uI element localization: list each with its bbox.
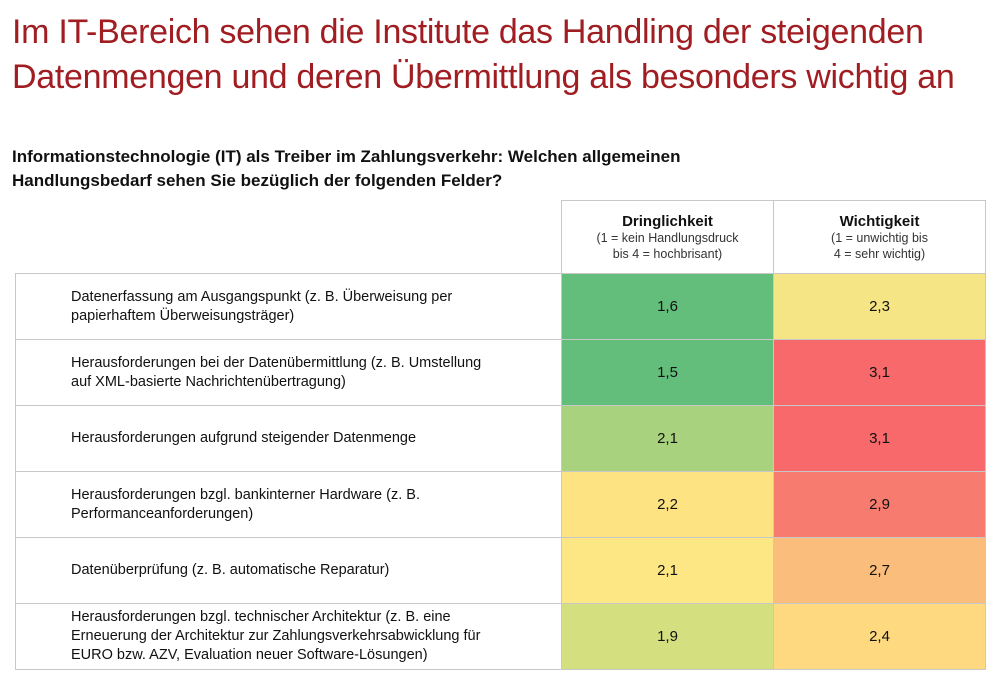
question-line: Handlungsbedarf sehen Sie bezüglich der … [12, 171, 503, 190]
dringlichkeit-value: 2,2 [561, 471, 774, 538]
question-line: Informationstechnologie (IT) als Treiber… [12, 147, 681, 166]
wichtigkeit-value: 2,9 [773, 471, 986, 538]
table-row: Herausforderungen bzgl. technischer Arch… [15, 603, 986, 670]
row-label-line: Erneuerung der Architektur zur Zahlungsv… [71, 628, 481, 644]
wichtigkeit-value: 2,3 [773, 273, 986, 340]
row-label: Herausforderungen bzgl. bankinterner Har… [15, 471, 562, 538]
row-label: Datenerfassung am Ausgangspunkt (z. B. Ü… [15, 273, 562, 340]
row-label-line: Herausforderungen bzgl. technischer Arch… [71, 609, 451, 625]
wichtigkeit-value: 3,1 [773, 405, 986, 472]
row-label-line: Herausforderungen bei der Datenübermittl… [71, 354, 482, 371]
dringlichkeit-value: 2,1 [561, 537, 774, 604]
row-label-line: Datenüberprüfung (z. B. automatische Rep… [71, 562, 390, 578]
wichtigkeit-value: 2,7 [773, 537, 986, 604]
row-label-line: Herausforderungen bzgl. bankinterner Har… [71, 486, 420, 503]
row-label: Herausforderungen bzgl. technischer Arch… [15, 603, 562, 670]
page-title: Im IT-Bereich sehen die Institute das Ha… [12, 10, 955, 100]
survey-question: Informationstechnologie (IT) als Treiber… [12, 145, 681, 193]
column-scale: bis 4 = hochbrisant) [612, 246, 723, 261]
dringlichkeit-value: 1,6 [561, 273, 774, 340]
row-label-line: Performanceanforderungen) [71, 505, 254, 522]
row-label-line: EURO bzw. AZV, Evaluation neuer Software… [71, 647, 428, 663]
row-label: Datenüberprüfung (z. B. automatische Rep… [15, 537, 562, 604]
row-label-line: auf XML-basierte Nachrichtenübertragung) [71, 373, 346, 390]
row-label: Herausforderungen aufgrund steigender Da… [15, 405, 562, 472]
title-line: Im IT-Bereich sehen die Institute das Ha… [12, 13, 924, 51]
dringlichkeit-value: 1,5 [561, 339, 774, 406]
row-label-line: Herausforderungen aufgrund steigender Da… [71, 430, 417, 446]
row-label-line: papierhaftem Überweisungsträger) [71, 307, 295, 324]
column-label: Wichtigkeit [839, 212, 920, 230]
header-dringlichkeit: Dringlichkeit (1 = kein Handlungsdruck b… [561, 200, 774, 274]
row-label: Herausforderungen bei der Datenübermittl… [15, 339, 562, 406]
dringlichkeit-value: 1,9 [561, 603, 774, 670]
header-blank [15, 200, 562, 274]
row-label-line: Datenerfassung am Ausgangspunkt (z. B. Ü… [71, 288, 453, 305]
table-row: Datenüberprüfung (z. B. automatische Rep… [15, 537, 986, 604]
table-row: Herausforderungen bzgl. bankinterner Har… [15, 471, 986, 538]
column-scale: (1 = kein Handlungsdruck [596, 230, 739, 245]
table-row: Herausforderungen aufgrund steigender Da… [15, 405, 986, 472]
wichtigkeit-value: 2,4 [773, 603, 986, 670]
title-line: Datenmengen und deren Übermittlung als b… [12, 58, 955, 96]
table-row: Datenerfassung am Ausgangspunkt (z. B. Ü… [15, 273, 986, 340]
column-scale: 4 = sehr wichtig) [833, 246, 926, 261]
column-label: Dringlichkeit [622, 212, 713, 230]
results-table: Dringlichkeit (1 = kein Handlungsdruck b… [15, 200, 986, 670]
wichtigkeit-value: 3,1 [773, 339, 986, 406]
header-wichtigkeit: Wichtigkeit (1 = unwichtig bis 4 = sehr … [773, 200, 986, 274]
dringlichkeit-value: 2,1 [561, 405, 774, 472]
table-row: Herausforderungen bei der Datenübermittl… [15, 339, 986, 406]
column-scale: (1 = unwichtig bis [831, 230, 928, 245]
